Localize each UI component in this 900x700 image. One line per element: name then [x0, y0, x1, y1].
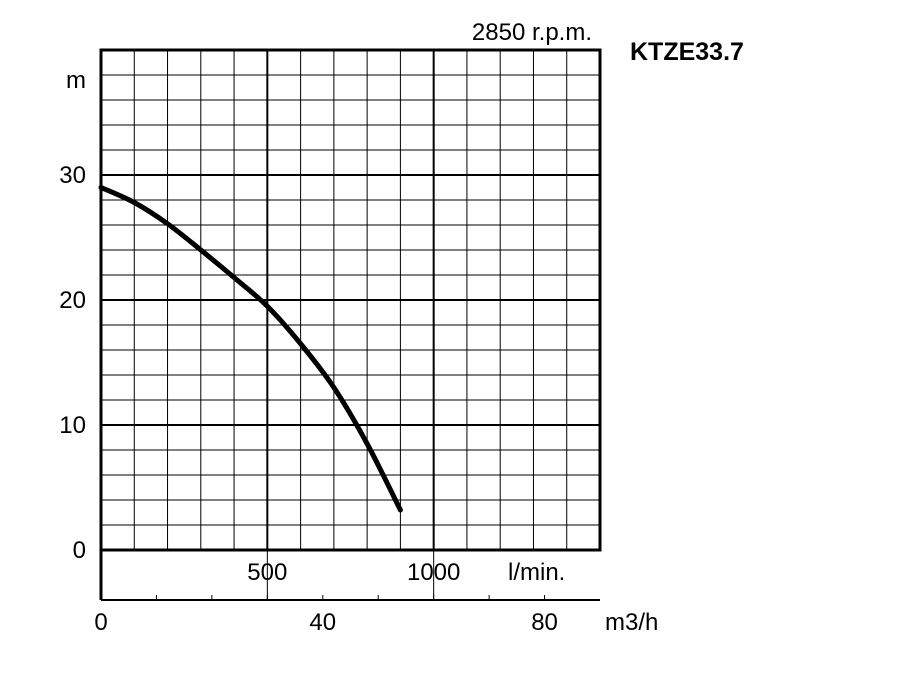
y-tick-label: 30 — [59, 162, 86, 189]
pump-curve-line — [98, 185, 403, 513]
plot-frame — [99, 48, 602, 552]
series-layer — [98, 185, 403, 513]
y-tick-label: 20 — [59, 287, 86, 314]
y-axis-label: m — [66, 67, 86, 94]
x-tick-label-lmin: 500 — [247, 559, 287, 586]
chart-subtitle: 2850 r.p.m. — [472, 19, 592, 46]
tick-labels: 0 10 20 30 500 1000 0 40 80 — [59, 162, 558, 636]
x-tick-label-m3h: 0 — [94, 609, 107, 636]
bottom-axis-band — [99, 550, 600, 601]
x-tick-label-m3h: 40 — [309, 609, 336, 636]
chart-title: KTZE33.7 — [630, 38, 744, 66]
y-tick-label: 0 — [73, 537, 86, 564]
x-tick-label-lmin: 1000 — [407, 559, 460, 586]
x-axis-label-lmin: l/min. — [508, 559, 565, 586]
x-tick-label-m3h: 80 — [531, 609, 558, 636]
x-axis-label-m3h: m3/h — [605, 609, 658, 636]
y-tick-label: 10 — [59, 412, 86, 439]
grid-major — [101, 50, 600, 550]
